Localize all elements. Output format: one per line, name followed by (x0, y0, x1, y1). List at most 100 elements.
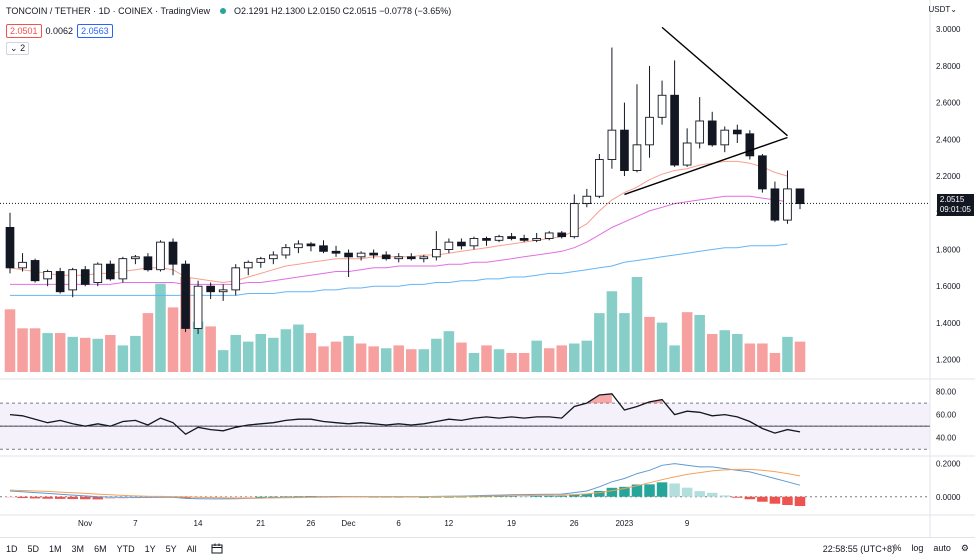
volume-bar (606, 291, 618, 372)
macd-histogram-bar (255, 496, 267, 498)
candle-body (732, 129, 742, 135)
price-tick-label: 2.2000 (936, 172, 961, 181)
candle-body (55, 271, 65, 293)
macd-tick-label: 0.2000 (936, 460, 961, 469)
macd-histogram-bar (556, 495, 568, 497)
candle-body (645, 116, 654, 146)
macd-histogram-bar (242, 496, 254, 498)
auto-scale-toggle[interactable]: auto (933, 543, 951, 553)
volume-bar (744, 343, 756, 372)
volume-bar (543, 348, 555, 372)
candle-body (607, 129, 617, 160)
volume-bar (268, 337, 279, 372)
currency-selector[interactable]: USDT⌄ (928, 5, 957, 14)
volume-bar (105, 334, 116, 372)
rsi-overbought-fill (599, 393, 612, 404)
volume-bar (431, 338, 442, 372)
macd-histogram-bar (681, 487, 693, 497)
indicator-toggle[interactable]: ⌄ 2 (6, 42, 30, 55)
candle-body (582, 195, 592, 205)
candle-body (256, 258, 266, 263)
macd-histogram-bar (54, 496, 66, 499)
time-tick-label: 14 (194, 519, 203, 528)
candle-body (544, 232, 554, 239)
price-tick-label: 1.8000 (936, 245, 961, 254)
range-3m-button[interactable]: 3M (71, 544, 85, 554)
candle-body (369, 252, 378, 256)
macd-histogram-bar (757, 496, 768, 502)
candle-body (745, 133, 755, 157)
buy-price-button[interactable]: 2.0563 (77, 24, 113, 38)
candle-body (43, 271, 52, 280)
macd-histogram-bar (631, 484, 643, 497)
gear-icon[interactable]: ⚙ (960, 543, 969, 553)
volume-bar (42, 333, 53, 372)
macd-histogram-bar (732, 496, 743, 498)
volume-bar (719, 330, 731, 372)
macd-histogram-bar (794, 496, 806, 507)
market-open-indicator-icon (220, 8, 227, 14)
range-5d-button[interactable]: 5D (27, 544, 40, 554)
candle-body (632, 144, 642, 171)
symbol-title[interactable]: TONCOIN / TETHER · 1D · COINEX · Trading… (6, 6, 211, 16)
volume-bar (343, 335, 354, 372)
candle-body (331, 250, 341, 254)
macd-histogram-bar (67, 496, 78, 500)
clock-readout[interactable]: 22:58:55 (UTC+8) (822, 544, 895, 554)
candle-body (444, 241, 454, 250)
rsi-tick-label: 40.00 (936, 434, 957, 443)
trendline-upper (661, 26, 788, 137)
range-6m-button[interactable]: 6M (94, 544, 107, 554)
volume-bar (217, 350, 229, 372)
calendar-range-icon[interactable] (211, 543, 223, 556)
volume-bar (117, 345, 129, 372)
volume-bar (280, 329, 292, 372)
range-ytd-button[interactable]: YTD (116, 544, 135, 554)
volume-bar (255, 334, 267, 372)
candle-body (406, 256, 416, 260)
trade-badges: 2.0501 0.0062 2.0563 (6, 24, 113, 38)
range-1m-button[interactable]: 1M (49, 544, 62, 554)
candle-body (80, 269, 90, 285)
macd-histogram-bar (4, 496, 16, 498)
macd-histogram-bar (92, 496, 104, 500)
candle-body (758, 155, 767, 190)
countdown-value: 09:01:05 (939, 205, 971, 214)
macd-histogram-bar (531, 495, 542, 497)
volume-bar (368, 346, 379, 372)
sell-price-button[interactable]: 2.0501 (6, 24, 42, 38)
candle-body (294, 243, 303, 249)
range-1y-button[interactable]: 1Y (144, 544, 156, 554)
range-all-button[interactable]: All (186, 544, 197, 554)
log-scale-toggle[interactable]: log (911, 543, 924, 553)
volume-bar (757, 343, 768, 372)
volume-bar (380, 348, 392, 372)
rsi-tick-label: 60.00 (936, 411, 957, 420)
candle-body (682, 142, 692, 166)
candle-body (131, 256, 140, 260)
macd-histogram-bar (29, 496, 41, 499)
volume-bar (706, 334, 718, 372)
percent-scale-toggle[interactable]: % (893, 543, 902, 553)
range-5y-button[interactable]: 5Y (165, 544, 177, 554)
volume-bar (782, 336, 793, 372)
candle-body (18, 261, 27, 269)
macd-histogram-bar (543, 495, 555, 497)
indicator-count: 2 (20, 43, 26, 53)
time-tick-label: 26 (570, 519, 579, 528)
volume-bar (54, 333, 66, 372)
chevron-down-icon: ⌄ (10, 43, 18, 53)
time-tick-label: Nov (78, 519, 92, 528)
candle-body (720, 129, 730, 146)
volume-bar (355, 343, 367, 372)
volume-bar (468, 353, 480, 372)
volume-bar (4, 309, 16, 372)
price-tick-label: 1.2000 (936, 356, 961, 365)
volume-bar (681, 312, 693, 372)
candle-body (306, 243, 316, 247)
macd-histogram-bar (719, 495, 731, 497)
range-1d-button[interactable]: 1D (6, 544, 18, 554)
volume-bar (305, 333, 317, 372)
candle-body (695, 120, 705, 144)
